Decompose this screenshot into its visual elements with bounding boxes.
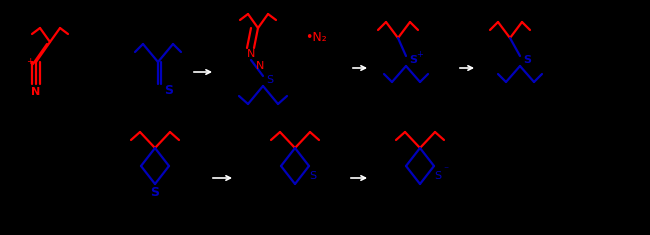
Text: ⁻: ⁻ (443, 165, 448, 175)
Text: N: N (31, 87, 40, 97)
Text: S: S (151, 185, 159, 199)
Text: S: S (266, 75, 274, 85)
Text: S: S (164, 83, 174, 97)
Text: •N₂: •N₂ (305, 31, 327, 43)
Text: S: S (309, 171, 317, 181)
Text: N: N (256, 61, 264, 71)
Text: +: + (417, 50, 423, 59)
Text: S: S (523, 55, 531, 65)
Text: N: N (247, 49, 255, 59)
Text: S: S (409, 55, 417, 65)
Text: S: S (434, 171, 441, 181)
Text: +: + (26, 56, 34, 66)
